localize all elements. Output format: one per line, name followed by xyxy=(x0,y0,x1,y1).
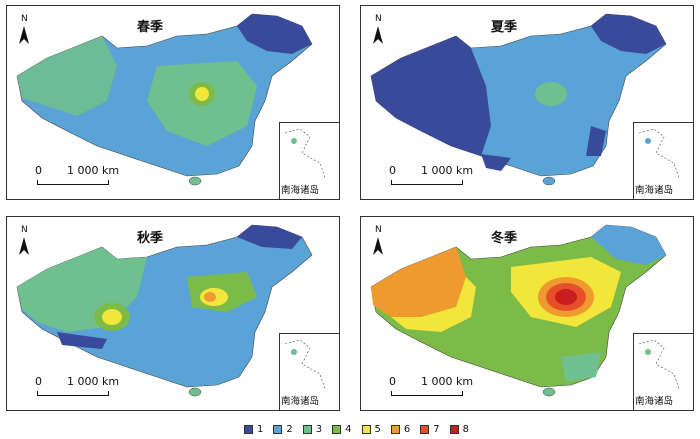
panel-title: 春季 xyxy=(137,20,164,35)
legend-label: 4 xyxy=(345,423,352,435)
map-panel-autumn: 秋季 N 0 1 000 km 南海诸岛 xyxy=(6,216,340,411)
scale-zero: 0 xyxy=(35,164,42,177)
region-southwest xyxy=(57,332,107,349)
legend-swatch xyxy=(420,424,430,434)
north-label: N xyxy=(375,225,382,235)
island-hainan xyxy=(188,387,202,397)
north-arrow: N xyxy=(372,14,388,46)
scale-distance: 1 000 km xyxy=(67,164,120,177)
legend-swatch xyxy=(361,424,371,434)
inset-map xyxy=(638,339,680,390)
scale-bar: 0 1 000 km xyxy=(33,164,153,192)
scale-bar: 0 1 000 km xyxy=(387,375,507,403)
scale-distance: 1 000 km xyxy=(67,375,120,388)
map-panel-winter: 冬季 N 0 1 000 km 南海诸岛 xyxy=(360,216,694,411)
region-northwest xyxy=(371,247,466,317)
north-label: N xyxy=(21,14,28,24)
region-southeast xyxy=(586,126,606,156)
map-summer xyxy=(370,13,667,186)
inset-map xyxy=(284,128,326,179)
legend-swatch xyxy=(244,424,253,434)
legend-label: 3 xyxy=(315,423,323,435)
north-label: N xyxy=(375,14,382,24)
map-winter xyxy=(370,224,667,397)
panel-title: 秋季 xyxy=(137,231,164,246)
hotspot-west-core xyxy=(102,309,122,325)
legend-label: 1 xyxy=(257,423,264,435)
north-arrow-icon xyxy=(373,26,383,44)
legend-swatch xyxy=(332,424,342,434)
hotspot-north-core xyxy=(204,292,216,302)
region-south xyxy=(561,352,601,382)
legend-item: 7 xyxy=(420,423,440,435)
south-china-sea-inset: 南海诸岛 xyxy=(633,122,693,199)
inset-label: 南海诸岛 xyxy=(281,396,320,407)
inset-map xyxy=(284,339,326,390)
legend-swatch xyxy=(273,424,283,434)
legend-item: 8 xyxy=(449,423,469,435)
legend-item: 1 xyxy=(244,424,263,435)
region-south xyxy=(481,154,511,171)
map-panel-summer: 夏季 N 0 1 000 km 南海诸岛 xyxy=(360,5,694,200)
scale-bar: 0 1 000 km xyxy=(387,164,507,192)
scale-zero: 0 xyxy=(35,375,42,388)
legend-item: 4 xyxy=(332,423,352,435)
panel-title: 冬季 xyxy=(491,231,518,246)
legend: 1 2 3 4 5 6 7 8 xyxy=(244,422,479,436)
scale-zero: 0 xyxy=(389,375,396,388)
legend-label: 8 xyxy=(462,423,469,435)
north-arrow-icon xyxy=(19,26,29,44)
map-panel-spring: 春季 N 0 1 000 km 南海诸岛 xyxy=(6,5,340,200)
hotspot-winter-core xyxy=(555,289,577,305)
scale-line xyxy=(37,180,109,185)
south-china-sea-inset: 南海诸岛 xyxy=(279,122,339,199)
north-label: N xyxy=(21,225,28,235)
region-west-yellow xyxy=(391,277,476,332)
region-northeast xyxy=(591,14,666,54)
legend-label: 7 xyxy=(433,423,440,435)
inset-label: 南海诸岛 xyxy=(281,185,320,196)
island-hainan xyxy=(188,176,202,186)
north-arrow: N xyxy=(18,14,34,46)
scale-line xyxy=(391,391,463,396)
north-arrow-icon xyxy=(373,237,383,255)
north-arrow: N xyxy=(372,225,388,257)
north-arrow: N xyxy=(18,225,34,257)
map-autumn xyxy=(16,224,313,397)
region-west xyxy=(17,36,117,116)
hotspot-center xyxy=(535,82,567,106)
legend-item: 3 xyxy=(302,423,323,435)
scale-distance: 1 000 km xyxy=(421,164,474,177)
inset-label: 南海诸岛 xyxy=(635,396,674,407)
map-spring xyxy=(16,13,313,186)
scale-zero: 0 xyxy=(389,164,396,177)
legend-label: 2 xyxy=(286,423,293,435)
south-china-sea-inset: 南海诸岛 xyxy=(279,333,339,410)
legend-swatch xyxy=(302,424,312,434)
scale-bar: 0 1 000 km xyxy=(33,375,153,403)
north-arrow-icon xyxy=(19,237,29,255)
scale-line xyxy=(37,391,109,396)
legend-swatch xyxy=(449,424,459,434)
region-west xyxy=(371,36,491,156)
legend-item: 5 xyxy=(361,423,381,435)
panel-title: 夏季 xyxy=(491,20,518,35)
legend-label: 6 xyxy=(403,423,411,435)
island-hainan xyxy=(542,387,556,397)
region-northeast xyxy=(237,225,302,249)
legend-item: 2 xyxy=(273,423,293,435)
island-hainan xyxy=(542,176,556,186)
hotspot-core xyxy=(195,87,209,101)
legend-swatch xyxy=(390,424,400,434)
inset-label: 南海诸岛 xyxy=(635,185,674,196)
scale-line xyxy=(391,180,463,185)
scale-distance: 1 000 km xyxy=(421,375,474,388)
legend-label: 5 xyxy=(374,423,381,435)
inset-map xyxy=(638,128,680,179)
region-northeast xyxy=(237,14,312,54)
south-china-sea-inset: 南海诸岛 xyxy=(633,333,693,410)
region-northeast xyxy=(591,225,666,265)
legend-item: 6 xyxy=(390,423,411,435)
